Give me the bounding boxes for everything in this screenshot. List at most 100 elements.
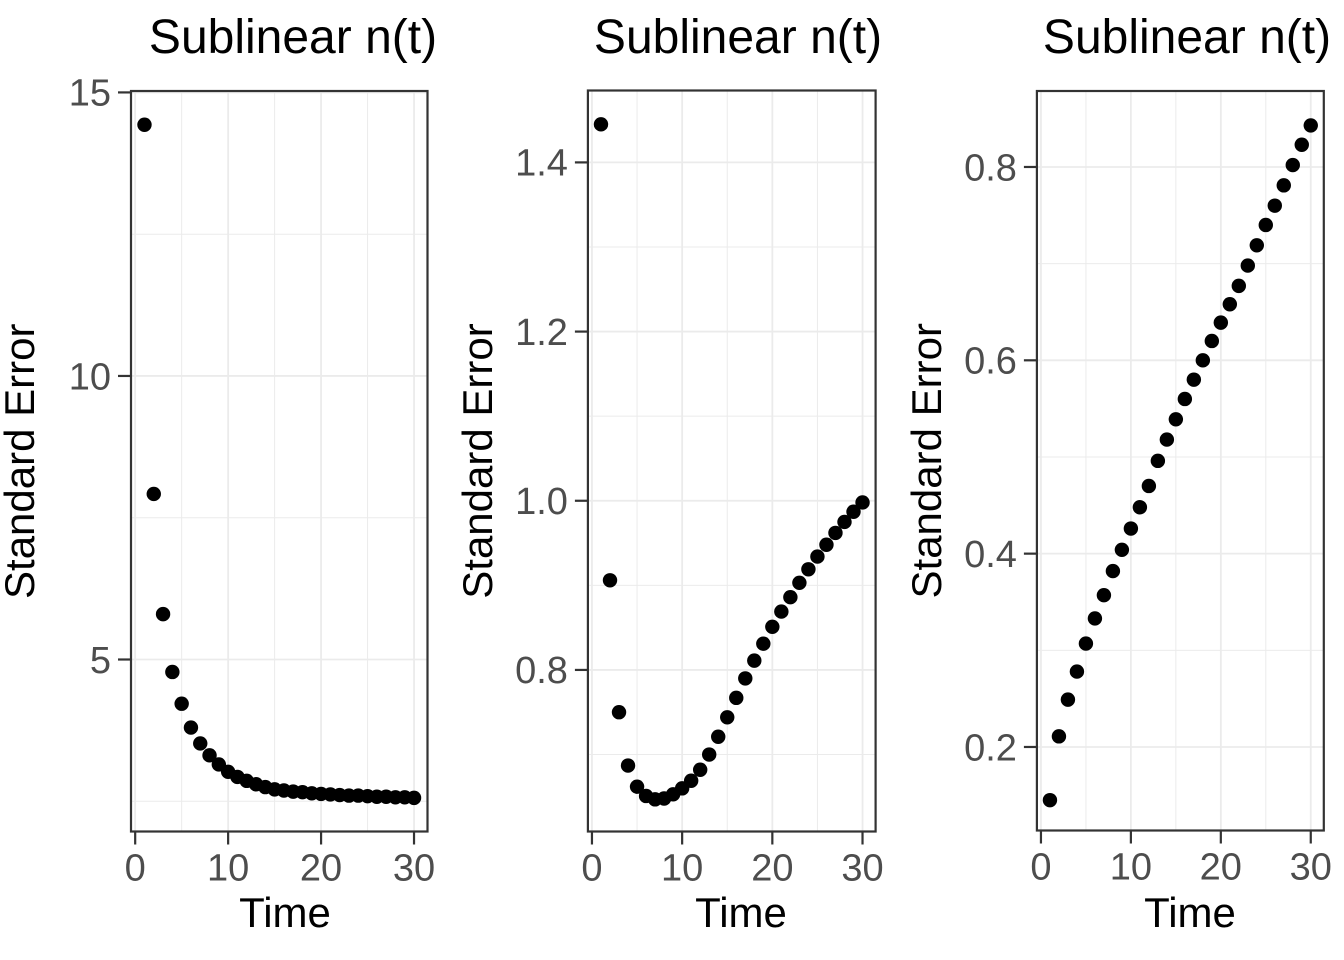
data-point: [1141, 478, 1157, 494]
data-point: [174, 696, 189, 711]
data-point: [406, 790, 422, 806]
data-point: [692, 762, 708, 777]
panel-border: [1035, 89, 1325, 832]
data-point: [837, 514, 852, 530]
x-axis-title: Time: [1144, 889, 1236, 936]
y-tick-label: 0.4: [964, 534, 1017, 576]
x-tick-label: 30: [841, 848, 883, 890]
data-point: [146, 486, 161, 502]
y-tick-label: 0.8: [515, 650, 568, 692]
data-point: [1078, 636, 1094, 651]
panel-title: Sublinear n(t): [149, 11, 437, 64]
data-point: [1276, 178, 1291, 193]
data-point: [1222, 297, 1238, 312]
panel-title: Sublinear n(t): [1043, 11, 1331, 64]
data-point: [846, 504, 861, 519]
data-point: [1177, 391, 1193, 407]
data-point: [1186, 372, 1202, 387]
data-point: [1168, 412, 1184, 427]
y-tick-label: 1.4: [515, 143, 568, 185]
data-point: [1204, 333, 1220, 349]
data-point: [1240, 258, 1256, 273]
data-point: [1231, 278, 1247, 294]
y-tick-label: 15: [69, 73, 111, 115]
data-point: [1213, 315, 1229, 330]
data-point: [193, 736, 208, 751]
x-axis-title: Time: [695, 889, 787, 936]
data-point: [783, 589, 798, 605]
data-point: [1123, 521, 1139, 536]
chart-panel-3: 0 10 20 30 0.2 0.4 0.6 0.8 Time Standard Error Sub…: [903, 11, 1332, 936]
data-point: [165, 664, 180, 680]
y-tick-label: 0.2: [964, 727, 1017, 769]
data-point: [1087, 611, 1103, 626]
data-point: [1069, 664, 1085, 679]
x-tick-label: 0: [581, 848, 602, 890]
y-tick-label: 1.2: [515, 312, 568, 354]
data-point: [855, 495, 870, 510]
y-tick-label: 5: [90, 640, 111, 682]
y-axis-title: Standard Error: [903, 323, 950, 598]
data-point: [828, 525, 843, 541]
data-point: [756, 636, 771, 651]
data-point: [1150, 453, 1166, 469]
data-point: [720, 710, 735, 725]
x-tick-label: 30: [1290, 847, 1332, 889]
data-point: [137, 117, 152, 132]
data-point: [683, 773, 699, 788]
panel-background: [131, 91, 428, 832]
data-point: [620, 758, 636, 773]
data-point: [1159, 432, 1175, 447]
x-axis-title: Time: [239, 889, 331, 936]
data-point: [202, 748, 217, 763]
data-point: [765, 619, 780, 634]
y-tick-label: 10: [69, 356, 111, 398]
data-point: [1096, 588, 1112, 603]
chart-panel-1: 0 10 20 30 5 10 15 Time Standard Error Sublinear …: [0, 11, 437, 936]
data-point: [1114, 542, 1130, 557]
data-point: [1042, 792, 1058, 808]
y-tick-label: 0.6: [964, 341, 1017, 383]
data-point: [774, 604, 789, 619]
data-point: [792, 575, 807, 591]
data-point: [1060, 692, 1076, 707]
data-point: [801, 562, 816, 577]
data-point: [711, 729, 726, 744]
data-point: [810, 549, 825, 564]
data-point: [1303, 118, 1318, 133]
panel-background: [587, 90, 876, 832]
x-tick-label: 20: [1200, 847, 1242, 889]
x-tick-label: 20: [751, 848, 793, 890]
data-point: [593, 117, 609, 132]
data-point: [819, 537, 834, 552]
x-tick-label: 10: [661, 848, 703, 890]
data-point: [629, 779, 645, 794]
data-point: [183, 720, 199, 735]
x-tick-label: 10: [1110, 847, 1152, 889]
data-point: [602, 573, 618, 588]
y-tick-label: 1.0: [515, 481, 568, 523]
data-point: [729, 690, 744, 706]
y-axis-title: Standard Error: [0, 324, 43, 599]
data-point: [155, 606, 171, 622]
x-tick-label: 20: [300, 848, 342, 890]
chart-panel-2: 0 10 20 30 0.8 1.0 1.2 1.4 Time Standard Error Sub…: [454, 11, 884, 936]
panel-title: Sublinear n(t): [594, 11, 882, 64]
data-point: [702, 747, 717, 762]
data-point: [1285, 157, 1300, 173]
x-tick-label: 0: [125, 848, 146, 890]
data-point: [1249, 238, 1264, 253]
data-point: [611, 705, 627, 720]
data-point: [1132, 500, 1148, 515]
panel-background: [1036, 91, 1324, 831]
y-axis-title: Standard Error: [454, 323, 501, 598]
data-point: [1267, 198, 1282, 213]
data-point: [1294, 137, 1309, 152]
data-point: [1195, 353, 1211, 368]
data-point: [738, 671, 753, 686]
x-tick-label: 30: [393, 848, 435, 890]
data-point: [747, 653, 762, 668]
data-point: [1105, 563, 1121, 579]
